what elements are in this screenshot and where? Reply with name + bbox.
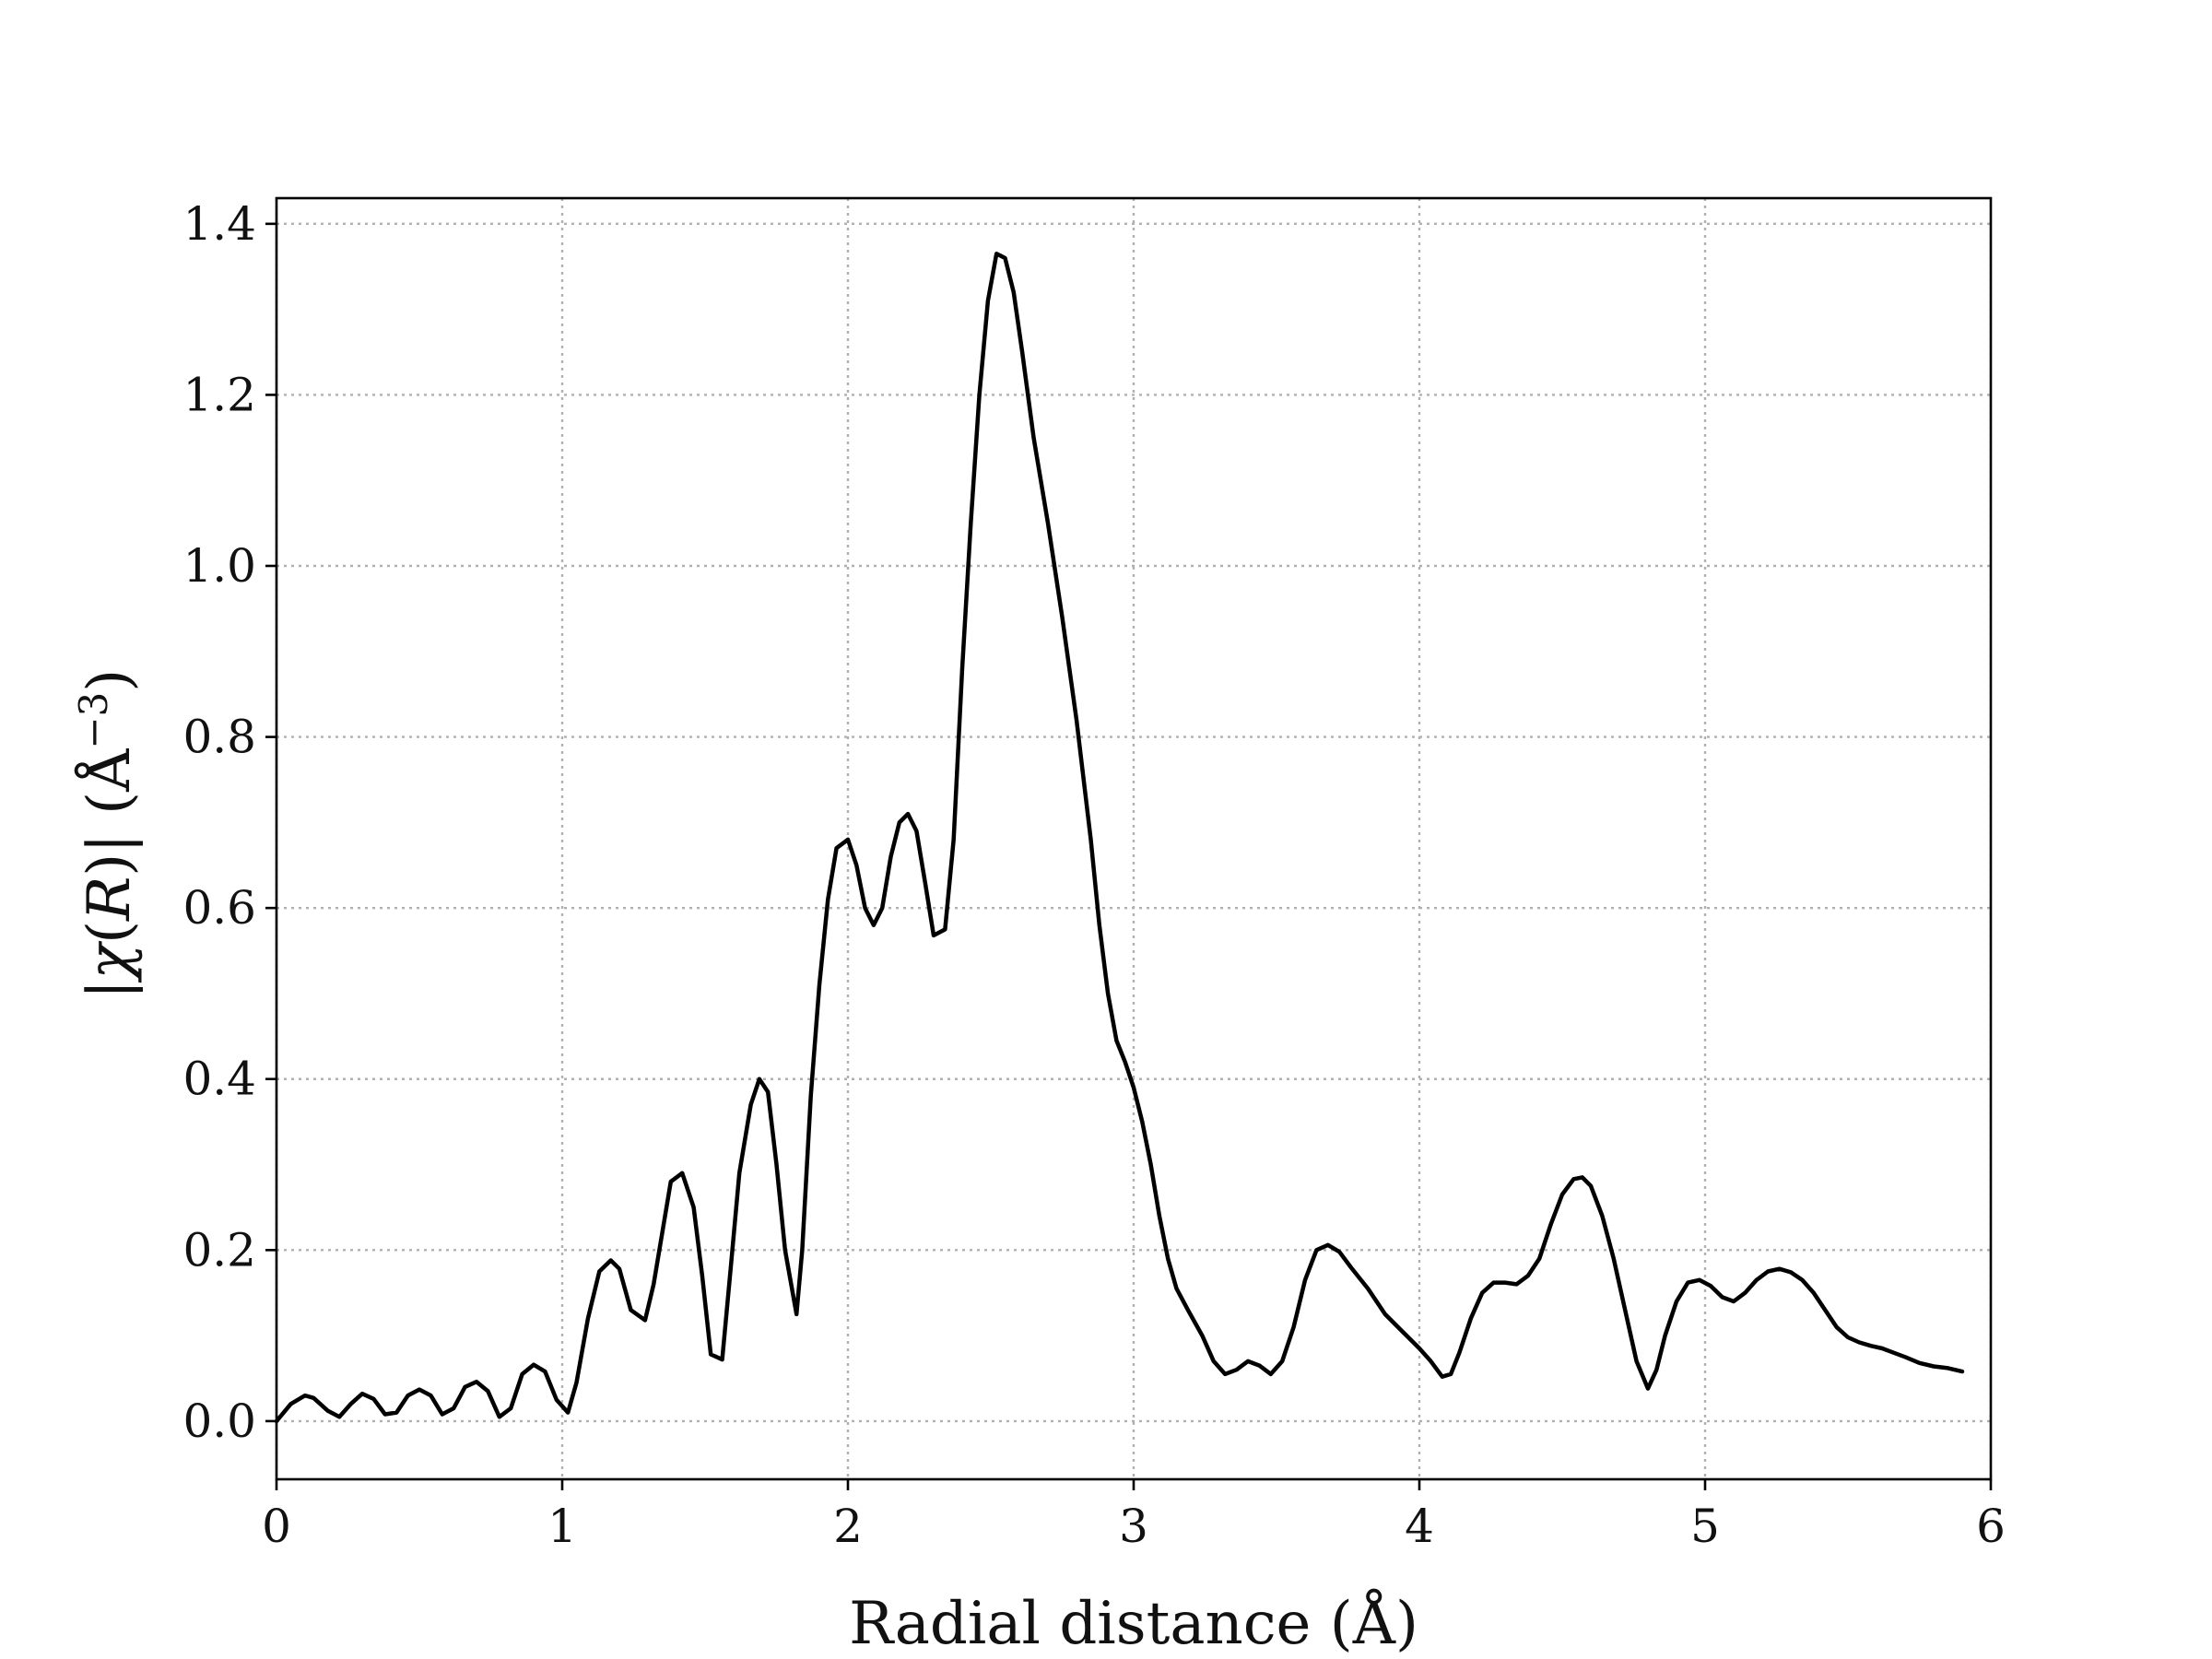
- y-tick-label: 1.0: [182, 539, 256, 593]
- x-tick-label: 4: [1405, 1500, 1434, 1553]
- grid: [275, 198, 1993, 1479]
- y-tick-label: 0.8: [182, 711, 256, 764]
- y-tick-label: 0.2: [182, 1223, 256, 1277]
- x-tick-label: 1: [547, 1500, 577, 1553]
- axis-ticks: 0 1 2 3 4 5 6 0.0 0.2 0.4 0.6 0.8 1.0 1.2 1.4: [182, 197, 2005, 1553]
- x-tick-label: 5: [1690, 1500, 1720, 1553]
- x-tick-label: 3: [1119, 1500, 1148, 1553]
- y-tick-label: 1.4: [182, 197, 256, 251]
- x-tick-label: 2: [833, 1500, 863, 1553]
- y-tick-label: 0.4: [182, 1053, 256, 1106]
- y-axis-title: |χ(R)| (Å−3): [71, 669, 144, 999]
- x-tick-label: 0: [262, 1500, 291, 1553]
- y-tick-label: 0.0: [182, 1394, 256, 1448]
- series-layer: [274, 252, 1965, 1424]
- x-axis-title: Radial distance (Å): [849, 1589, 1418, 1658]
- y-tick-label: 1.2: [182, 368, 256, 421]
- series-line-chi-r: [274, 252, 1965, 1424]
- x-tick-label: 6: [1976, 1500, 2006, 1553]
- y-tick-label: 0.6: [182, 881, 256, 935]
